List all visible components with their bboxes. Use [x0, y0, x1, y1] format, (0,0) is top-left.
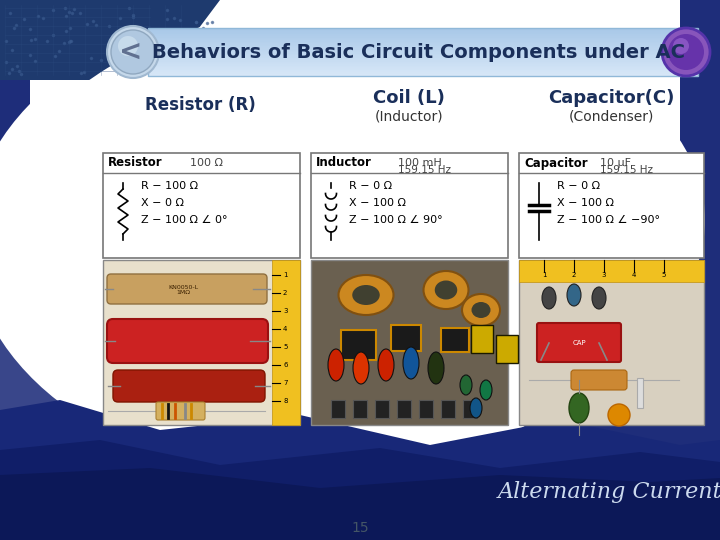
Ellipse shape [608, 404, 630, 426]
Ellipse shape [428, 352, 444, 384]
Text: 5: 5 [662, 272, 666, 278]
Ellipse shape [352, 285, 379, 305]
FancyBboxPatch shape [148, 35, 698, 36]
Ellipse shape [542, 287, 556, 309]
Ellipse shape [0, 200, 500, 540]
Ellipse shape [5, 5, 705, 435]
FancyBboxPatch shape [103, 153, 300, 258]
Text: (Inductor): (Inductor) [374, 109, 444, 123]
Text: Resistor: Resistor [108, 157, 163, 170]
Text: R − 100 Ω: R − 100 Ω [141, 181, 198, 191]
Text: Z − 100 Ω ∠ 90°: Z − 100 Ω ∠ 90° [349, 215, 443, 225]
Text: Z − 100 Ω ∠ 0°: Z − 100 Ω ∠ 0° [141, 215, 228, 225]
Text: Capacitor: Capacitor [524, 157, 588, 170]
Text: 5: 5 [283, 344, 287, 350]
FancyBboxPatch shape [148, 45, 698, 46]
Circle shape [107, 26, 159, 78]
FancyBboxPatch shape [331, 400, 345, 418]
FancyBboxPatch shape [148, 73, 698, 75]
FancyBboxPatch shape [148, 42, 698, 43]
FancyBboxPatch shape [148, 69, 698, 70]
FancyBboxPatch shape [148, 72, 698, 73]
Text: 4: 4 [632, 272, 636, 278]
FancyBboxPatch shape [148, 52, 698, 53]
Text: Z − 100 Ω ∠ −90°: Z − 100 Ω ∠ −90° [557, 215, 660, 225]
Text: 4: 4 [283, 326, 287, 332]
FancyBboxPatch shape [148, 28, 698, 29]
FancyBboxPatch shape [148, 51, 698, 52]
Text: Behaviors of Basic Circuit Components under AC: Behaviors of Basic Circuit Components un… [151, 44, 685, 63]
Text: Inductor: Inductor [316, 157, 372, 170]
FancyBboxPatch shape [148, 71, 698, 72]
FancyBboxPatch shape [148, 50, 698, 51]
FancyBboxPatch shape [148, 48, 698, 49]
Text: 10 μF: 10 μF [600, 158, 631, 168]
Text: 159.15 Hz: 159.15 Hz [600, 165, 654, 175]
Ellipse shape [567, 284, 581, 306]
FancyBboxPatch shape [148, 53, 698, 55]
Text: 159.15 Hz: 159.15 Hz [397, 165, 451, 175]
Text: KN0050-L
1MΩ: KN0050-L 1MΩ [168, 285, 198, 295]
FancyBboxPatch shape [113, 370, 265, 402]
Ellipse shape [403, 347, 419, 379]
Polygon shape [0, 468, 720, 540]
Ellipse shape [569, 393, 589, 423]
FancyBboxPatch shape [397, 400, 411, 418]
FancyBboxPatch shape [391, 325, 421, 350]
Polygon shape [0, 440, 720, 540]
FancyBboxPatch shape [463, 400, 477, 418]
FancyBboxPatch shape [375, 400, 389, 418]
Text: R − 0 Ω: R − 0 Ω [557, 181, 600, 191]
FancyBboxPatch shape [148, 59, 698, 60]
FancyBboxPatch shape [519, 260, 704, 425]
Ellipse shape [353, 352, 369, 384]
Text: 100 Ω: 100 Ω [189, 158, 222, 168]
FancyBboxPatch shape [519, 260, 704, 282]
FancyBboxPatch shape [272, 260, 300, 425]
Text: 8: 8 [283, 398, 287, 404]
FancyBboxPatch shape [148, 30, 698, 31]
FancyBboxPatch shape [148, 61, 698, 62]
FancyBboxPatch shape [148, 31, 698, 32]
FancyBboxPatch shape [571, 370, 627, 390]
FancyBboxPatch shape [148, 55, 698, 56]
Circle shape [668, 34, 704, 70]
FancyBboxPatch shape [148, 67, 698, 68]
Text: Capacitor(C): Capacitor(C) [548, 89, 674, 107]
Text: X − 100 Ω: X − 100 Ω [349, 198, 406, 208]
Circle shape [111, 30, 155, 74]
Text: R − 0 Ω: R − 0 Ω [349, 181, 392, 191]
FancyBboxPatch shape [148, 57, 698, 58]
FancyBboxPatch shape [148, 36, 698, 37]
FancyBboxPatch shape [637, 378, 643, 408]
FancyBboxPatch shape [148, 70, 698, 71]
FancyBboxPatch shape [148, 47, 698, 48]
Text: 7: 7 [283, 380, 287, 386]
Ellipse shape [470, 398, 482, 418]
Text: 1: 1 [541, 272, 546, 278]
Ellipse shape [435, 280, 457, 300]
Text: X − 100 Ω: X − 100 Ω [557, 198, 614, 208]
FancyBboxPatch shape [148, 46, 698, 48]
Text: Coil (L): Coil (L) [373, 89, 445, 107]
FancyBboxPatch shape [156, 402, 205, 420]
FancyBboxPatch shape [148, 29, 698, 30]
Text: 3: 3 [602, 272, 606, 278]
Ellipse shape [472, 302, 490, 318]
Circle shape [662, 28, 710, 76]
FancyBboxPatch shape [148, 38, 698, 39]
Text: 1: 1 [283, 272, 287, 278]
Text: 2: 2 [283, 290, 287, 296]
FancyBboxPatch shape [148, 41, 698, 42]
FancyBboxPatch shape [341, 330, 376, 360]
FancyBboxPatch shape [148, 70, 698, 71]
Text: CAP: CAP [572, 340, 586, 346]
Text: 100 mH: 100 mH [397, 158, 441, 168]
FancyBboxPatch shape [148, 65, 698, 66]
Circle shape [118, 36, 138, 56]
FancyBboxPatch shape [148, 56, 698, 57]
FancyBboxPatch shape [441, 328, 469, 352]
FancyBboxPatch shape [519, 153, 704, 258]
FancyBboxPatch shape [148, 32, 698, 33]
